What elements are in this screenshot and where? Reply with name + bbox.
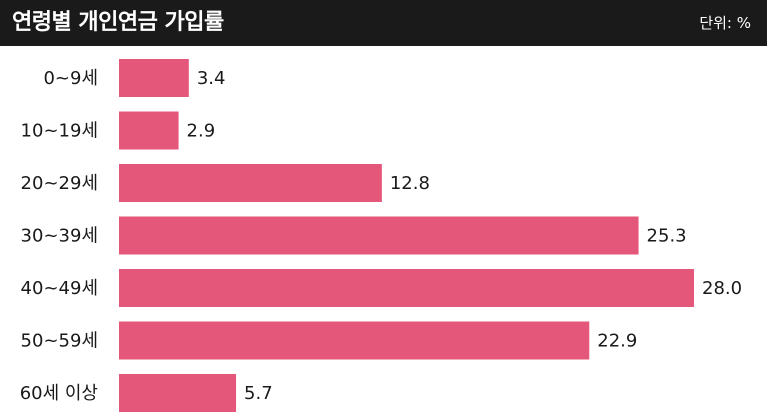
category-label: 20~29세 <box>21 173 98 194</box>
bar <box>119 164 382 202</box>
category-label: 30~39세 <box>21 226 98 247</box>
chart-title: 연령별 개인연금 가입률 <box>12 10 224 35</box>
bar <box>119 111 179 150</box>
bar-chart: 0~9세 3.4 10~19세 2.9 20~29세 12.8 30~39세 25.3 40~4… <box>20 59 742 412</box>
unit-label: 단위: % <box>699 14 751 32</box>
bar <box>119 216 639 255</box>
chart-header: 연령별 개인연금 가입률 단위: % <box>0 0 767 46</box>
bar <box>119 269 694 307</box>
category-label: 60세 이상 <box>20 383 98 404</box>
value-label: 3.4 <box>197 68 226 89</box>
value-label: 25.3 <box>647 226 687 247</box>
category-label: 0~9세 <box>43 68 98 89</box>
value-label: 12.8 <box>390 173 430 194</box>
bar <box>119 321 590 360</box>
category-label: 10~19세 <box>21 121 98 142</box>
value-label: 5.7 <box>244 383 273 404</box>
category-label: 50~59세 <box>21 331 98 352</box>
bar <box>119 59 189 97</box>
value-label: 2.9 <box>187 121 216 142</box>
value-label: 22.9 <box>597 331 637 352</box>
value-label: 28.0 <box>702 278 742 299</box>
bar <box>119 374 237 412</box>
category-label: 40~49세 <box>21 278 98 299</box>
